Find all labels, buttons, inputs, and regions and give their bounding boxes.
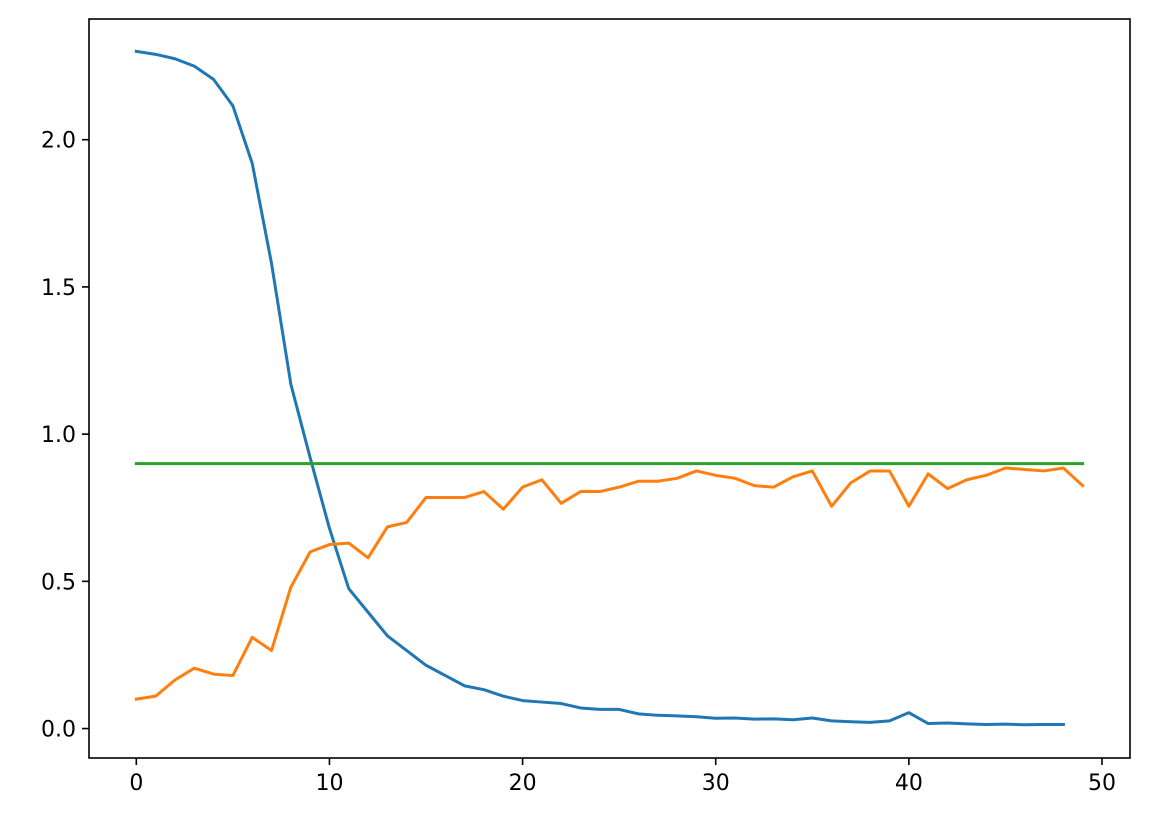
x-axis: 0 10 20 30 40 50 <box>129 758 1116 796</box>
y-tick-label: 1.5 <box>41 276 76 301</box>
x-tick-label: 20 <box>509 771 537 796</box>
x-tick-label: 40 <box>895 771 923 796</box>
y-tick-label: 0.5 <box>41 570 76 595</box>
series-line-2 <box>134 466 1085 701</box>
plot-area <box>89 19 1130 758</box>
y-tick-label: 1.0 <box>41 423 76 448</box>
x-tick-label: 0 <box>129 771 143 796</box>
y-tick-label: 2.0 <box>41 129 76 154</box>
x-tick-label: 30 <box>702 771 730 796</box>
x-tick-label: 10 <box>315 771 343 796</box>
series-line-1 <box>134 49 1065 727</box>
x-tick-label: 50 <box>1088 771 1116 796</box>
plot-frame <box>88 18 1131 759</box>
series-layer <box>134 49 1085 727</box>
y-axis: 0.0 0.5 1.0 1.5 2.0 <box>41 129 89 743</box>
y-tick-label: 0.0 <box>41 718 76 743</box>
